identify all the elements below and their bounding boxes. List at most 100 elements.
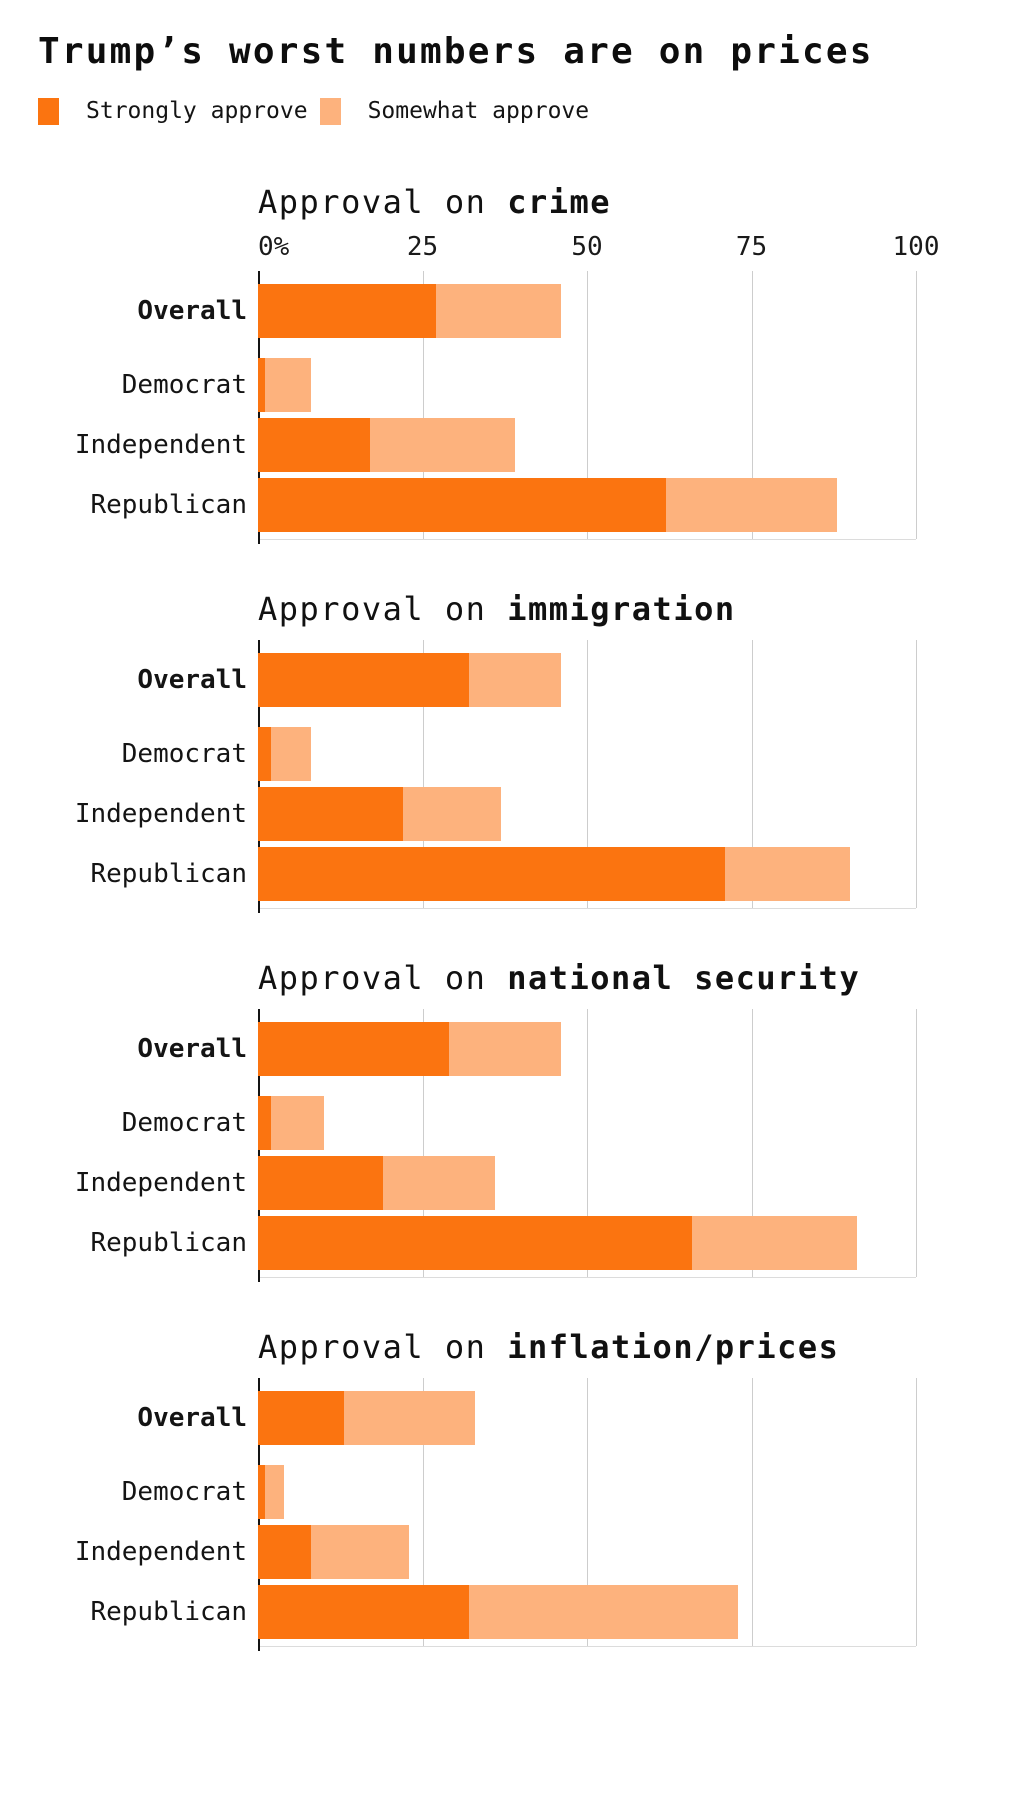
gridline-75: [751, 1009, 753, 1277]
plot-national-security: Overall Democrat Independent Republican: [38, 1009, 1024, 1282]
category-label: Republican: [90, 1228, 247, 1258]
gridline-100: [916, 640, 917, 908]
gridline-100: [916, 1378, 917, 1646]
chart-title-topic: national security: [507, 959, 861, 997]
category-label: Overall: [137, 296, 247, 326]
bar-row-republican: Republican: [38, 847, 1024, 901]
bar-strongly-approve: [258, 358, 265, 412]
bar-track: [258, 727, 916, 781]
bar-track: [258, 478, 916, 532]
bar-track: [258, 1096, 916, 1150]
category-label: Democrat: [121, 1477, 247, 1507]
bar-row-overall: Overall: [38, 1022, 1024, 1076]
bar-somewhat-approve: [435, 284, 561, 338]
bar-strongly-approve: [258, 1156, 384, 1210]
bar-somewhat-approve: [448, 1022, 561, 1076]
category-label: Overall: [137, 1403, 247, 1433]
category-label: Republican: [90, 490, 247, 520]
plot-inflation-prices: Overall Democrat Independent Republican: [38, 1378, 1024, 1651]
bar-row-independent: Independent: [38, 418, 1024, 472]
bar-row-republican: Republican: [38, 1216, 1024, 1270]
bar-track: [258, 418, 916, 472]
bar-row-democrat: Democrat: [38, 727, 1024, 781]
category-label: Overall: [137, 1034, 247, 1064]
bar-rows: Overall Democrat Independent Republican: [38, 1378, 1024, 1647]
axis-ticks: 0% 25 50 75 100: [258, 232, 939, 262]
chart-title-space: [486, 183, 507, 221]
bar-strongly-approve: [258, 653, 469, 707]
bar-strongly-approve: [258, 478, 666, 532]
gridline-75: [751, 1378, 753, 1646]
gridline-50: [587, 640, 588, 908]
category-label: Independent: [74, 799, 247, 829]
chart-section-national-security: Approval on national security Overall Demo…: [38, 961, 1024, 1282]
bar-strongly-approve: [258, 1096, 272, 1150]
gridline-25: [422, 271, 424, 539]
bar-somewhat-approve: [264, 1465, 285, 1519]
category-label: Democrat: [121, 370, 247, 400]
bar-track: [258, 358, 916, 412]
bar-somewhat-approve: [271, 727, 311, 781]
bar-strongly-approve: [258, 284, 436, 338]
gridline-100: [916, 271, 917, 539]
bar-somewhat-approve: [468, 653, 561, 707]
bar-track: [258, 1465, 916, 1519]
gridline-75: [751, 271, 753, 539]
bar-row-overall: Overall: [38, 284, 1024, 338]
bar-strongly-approve: [258, 1465, 265, 1519]
bar-track: [258, 284, 916, 338]
bar-rows: Overall Democrat Independent Republican: [38, 640, 1024, 909]
chart-title: Approval on national security: [258, 961, 1024, 995]
bar-somewhat-approve: [665, 478, 838, 532]
category-label: Democrat: [121, 1108, 247, 1138]
gridline-25: [422, 1009, 424, 1277]
charts: Approval on crime 0% 25 50 75 100 Overall Democ…: [38, 185, 1024, 1651]
axis-tick-0: 0%: [258, 232, 290, 262]
chart-title: Approval on crime: [258, 185, 1024, 219]
gridline-50: [587, 1009, 588, 1277]
axis-tick-75: 75: [735, 232, 768, 262]
category-label: Democrat: [121, 739, 247, 769]
bar-track: [258, 1525, 916, 1579]
category-label: Republican: [90, 859, 247, 889]
chart-title: Approval on inflation/prices: [258, 1330, 1024, 1364]
bar-track: [258, 787, 916, 841]
bar-strongly-approve: [258, 727, 272, 781]
legend-item-strongly-approve: Strongly approve: [38, 98, 308, 125]
axis-tick-100: 100: [892, 232, 940, 262]
plot-crime: Overall Democrat Independent Republican: [38, 271, 1024, 544]
bar-somewhat-approve: [310, 1525, 410, 1579]
bar-row-republican: Republican: [38, 478, 1024, 532]
bar-track: [258, 1585, 916, 1639]
category-label: Independent: [74, 430, 247, 460]
legend-item-somewhat-approve: Somewhat approve: [319, 98, 590, 125]
bar-row-democrat: Democrat: [38, 1096, 1024, 1150]
category-label: Independent: [74, 1537, 247, 1567]
bar-rows: Overall Democrat Independent Republican: [38, 271, 1024, 540]
bar-strongly-approve: [258, 1022, 449, 1076]
bar-strongly-approve: [258, 1216, 693, 1270]
bar-somewhat-approve: [725, 847, 851, 901]
gridline-75: [751, 640, 753, 908]
chart-title-space: [486, 1328, 507, 1366]
bar-strongly-approve: [258, 847, 726, 901]
bar-somewhat-approve: [468, 1585, 739, 1639]
legend: Strongly approve Somewhat approve: [38, 98, 1024, 125]
gridline-25: [422, 640, 424, 908]
axis-tick-50: 50: [571, 232, 603, 262]
chart-title-topic: inflation/prices: [507, 1328, 840, 1366]
bar-strongly-approve: [258, 1391, 344, 1445]
bar-track: [258, 653, 916, 707]
chart-title-prefix: Approval on: [258, 959, 487, 997]
chart-title-prefix: Approval on: [258, 183, 487, 221]
bar-track: [258, 1156, 916, 1210]
chart-title-space: [486, 590, 507, 628]
bar-somewhat-approve: [343, 1391, 476, 1445]
chart-title-space: [486, 959, 507, 997]
bar-row-independent: Independent: [38, 1156, 1024, 1210]
legend-item-label: Somewhat approve: [367, 98, 590, 124]
gridline-25: [422, 1378, 424, 1646]
bar-strongly-approve: [258, 787, 403, 841]
bar-somewhat-approve: [692, 1216, 857, 1270]
page-root: Trump’s worst numbers are on prices Stro…: [38, 34, 1024, 1651]
